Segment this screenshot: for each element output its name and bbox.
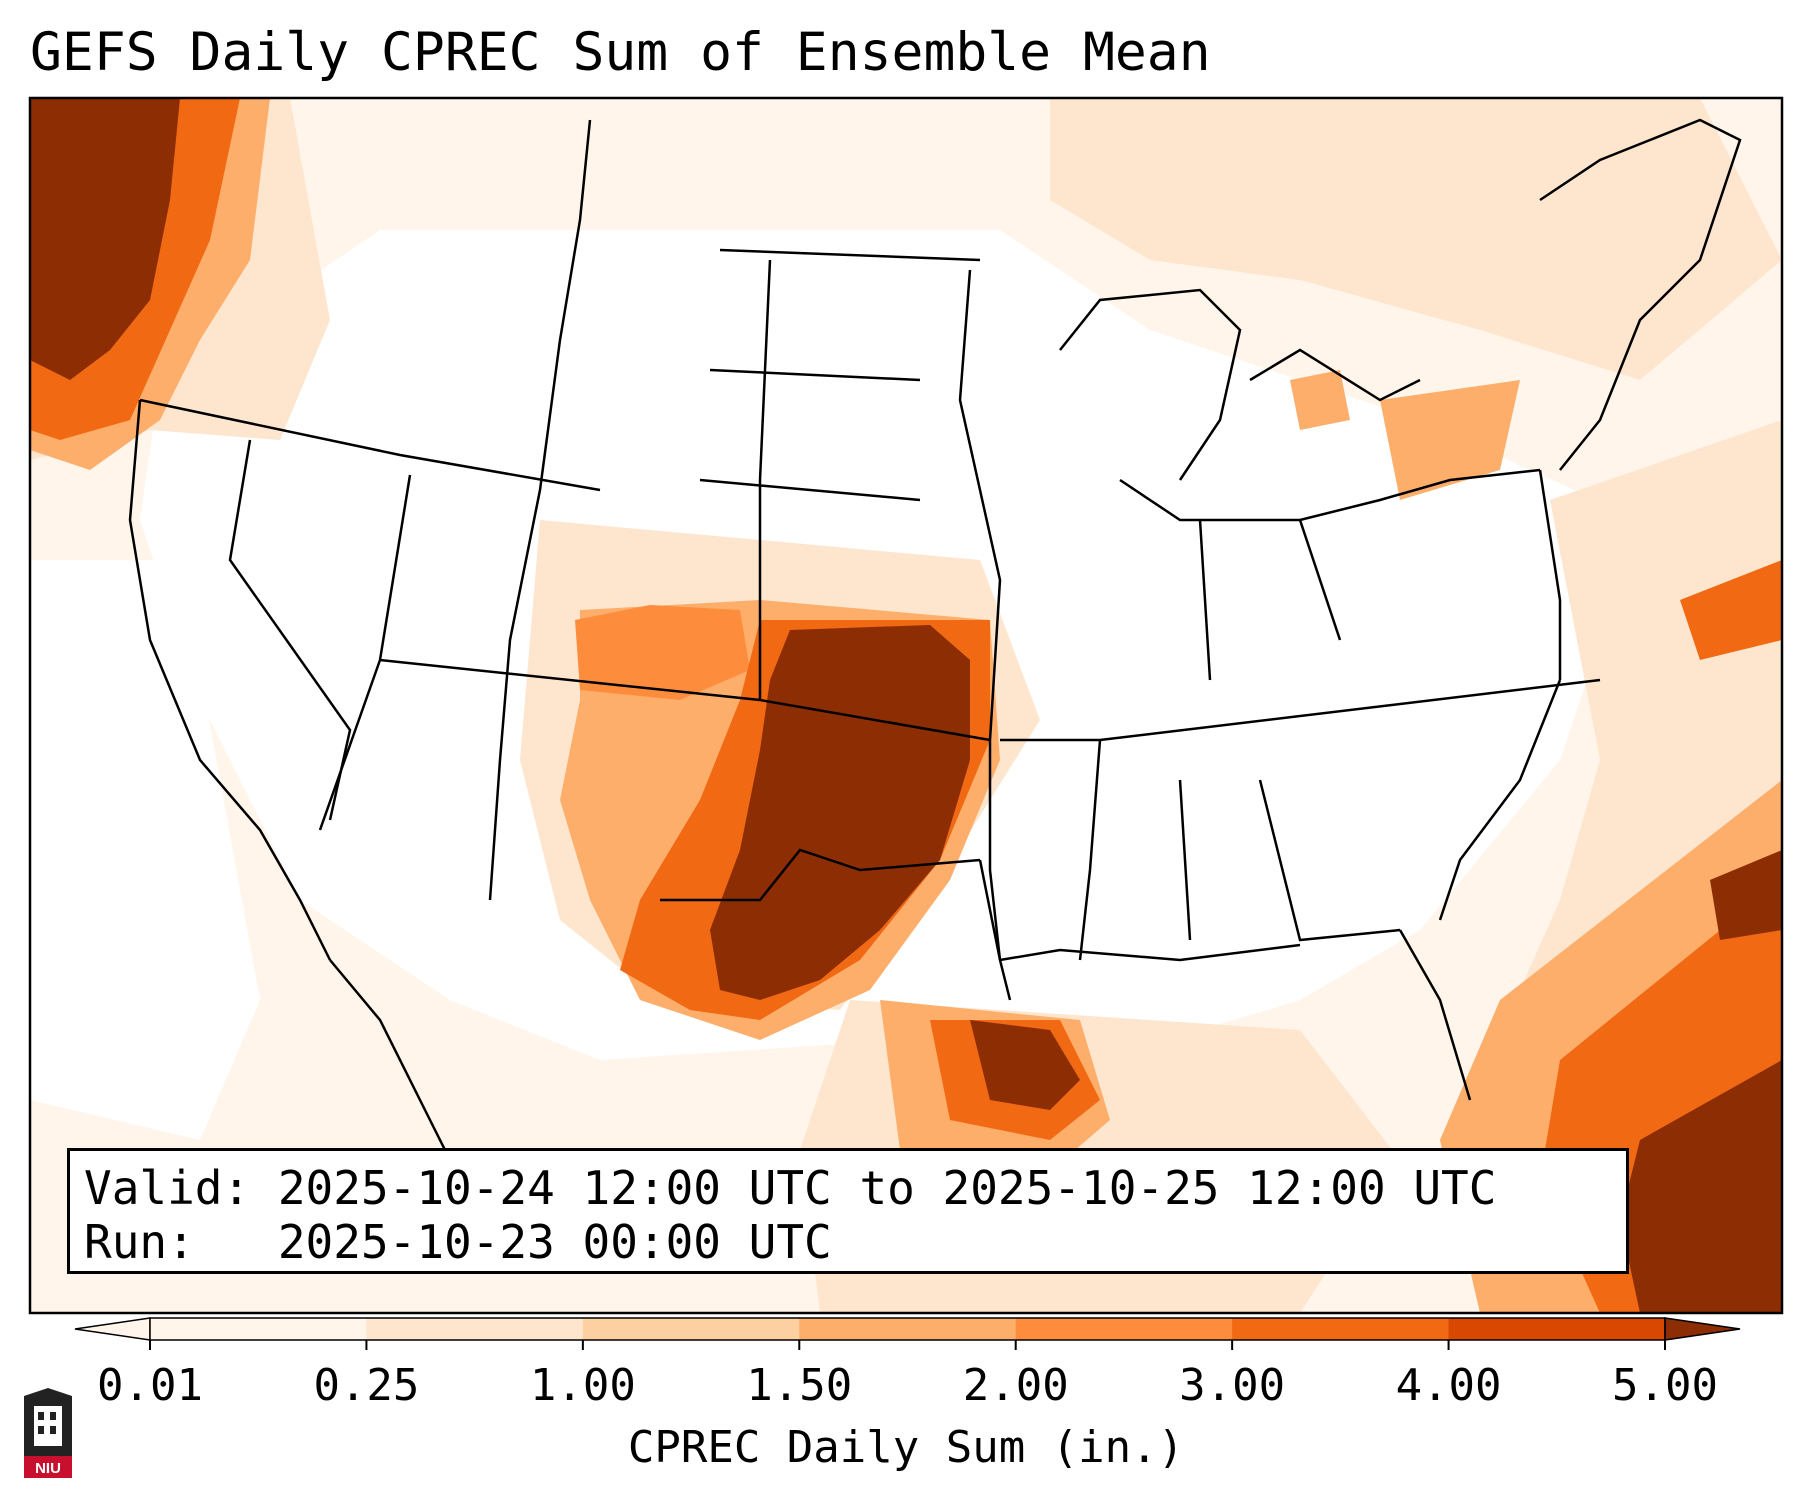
- valid-time-text: Valid: 2025-10-24 12:00 UTC to 2025-10-2…: [84, 1161, 1497, 1215]
- colorbar-segment: [1448, 1318, 1666, 1340]
- colorbar-over-extension: [1664, 1317, 1741, 1341]
- precip-field-max: [30, 98, 180, 380]
- colorbar-border: [149, 1317, 1666, 1341]
- run-time-text: Run: 2025-10-23 00:00 UTC: [84, 1215, 832, 1269]
- colorbar-tick-label: 2.00: [962, 1360, 1069, 1411]
- svg-text:NIU: NIU: [35, 1460, 61, 1477]
- boundary-lines: [128, 118, 1742, 1181]
- precip-field-max: [970, 1020, 1080, 1110]
- colorbar-segment: [799, 1318, 1017, 1340]
- colorbar-tick-label: 1.00: [529, 1360, 636, 1411]
- colorbar: [74, 1317, 1741, 1350]
- valid-run-box: Valid: 2025-10-24 12:00 UTC to 2025-10-2…: [67, 1148, 1629, 1274]
- precip-field-medium: [1380, 380, 1520, 500]
- colorbar-segment: [582, 1318, 800, 1340]
- colorbar-label: CPREC Daily Sum (in.): [627, 1422, 1185, 1473]
- colorbar-segment: [1232, 1318, 1450, 1340]
- precip-field-medium: [1290, 370, 1350, 430]
- precip-field-max: [710, 625, 970, 1000]
- precip-field-none: [30, 560, 260, 1140]
- precip-field-light: [1050, 98, 1782, 380]
- colorbar-tick-label: 4.00: [1395, 1360, 1502, 1411]
- niu-logo: NIU: [24, 1388, 72, 1478]
- colorbar-tick-label: 0.25: [313, 1360, 420, 1411]
- colorbar-tick-label: 0.01: [97, 1360, 203, 1411]
- precip-field-max: [1620, 1060, 1782, 1313]
- map-border: [28, 96, 1784, 1315]
- precip-field-orange: [1680, 560, 1782, 660]
- precip-field-orange: [575, 605, 750, 700]
- colorbar-tick-label: 5.00: [1612, 1360, 1718, 1411]
- map-title: GEFS Daily CPREC Sum of Ensemble Mean: [30, 22, 1211, 83]
- colorbar-tick-label: 1.50: [746, 1360, 853, 1411]
- precip-field-max: [1710, 850, 1782, 940]
- colorbar-segment: [150, 1318, 367, 1340]
- colorbar-segment: [1015, 1318, 1233, 1340]
- colorbar-under-extension: [74, 1317, 151, 1341]
- colorbar-tick-label: 3.00: [1179, 1360, 1286, 1411]
- colorbar-segment: [366, 1318, 584, 1340]
